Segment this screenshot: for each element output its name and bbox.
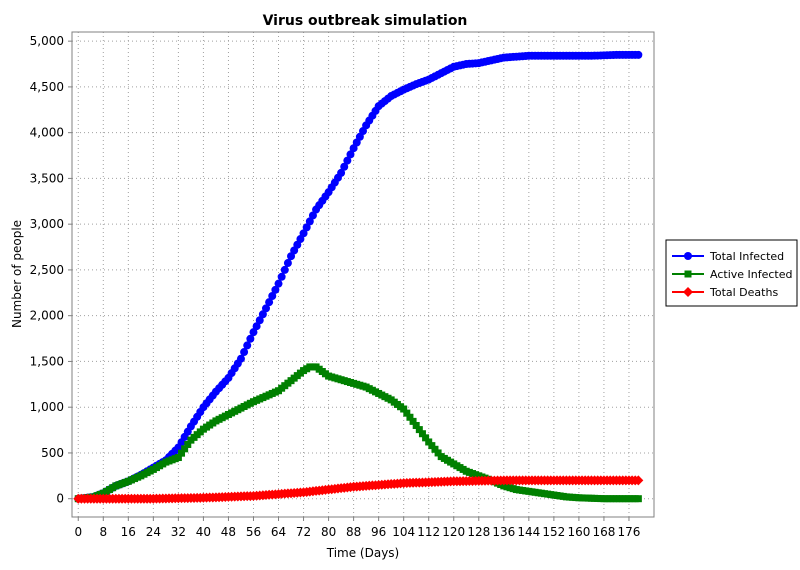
x-tick-label: 168 [592, 525, 615, 539]
x-tick-label: 144 [517, 525, 540, 539]
data-point-active-infected [400, 405, 408, 413]
data-point-total-infected [240, 348, 249, 357]
x-tick-label: 112 [417, 525, 440, 539]
data-point-total-infected [308, 211, 317, 220]
x-tick-label: 160 [567, 525, 590, 539]
data-point-total-infected [634, 50, 643, 59]
x-tick-label: 128 [467, 525, 490, 539]
data-point-total-infected [299, 229, 308, 238]
data-point-total-infected [346, 150, 355, 159]
data-point-active-infected [634, 495, 642, 503]
plot-area-frame [71, 31, 655, 518]
data-point-active-infected [412, 421, 420, 429]
data-point-total-infected [262, 304, 270, 313]
data-point-active-infected [406, 413, 414, 421]
x-tick-label: 56 [246, 525, 261, 539]
data-point-active-infected [403, 409, 411, 417]
series-total-deaths [73, 475, 644, 504]
data-point-total-infected [236, 354, 245, 363]
chart-title: Virus outbreak simulation [263, 13, 468, 29]
data-point-active-infected [425, 438, 433, 446]
data-point-total-infected [305, 217, 314, 226]
x-axis-title: Time (Days) [326, 546, 400, 560]
data-point-active-infected [174, 454, 182, 462]
y-tick-label: 3,500 [30, 171, 64, 185]
data-point-total-infected [274, 279, 283, 288]
legend-label: Total Deaths [709, 286, 778, 299]
y-tick-label: 1,500 [30, 354, 64, 368]
x-tick-label: 88 [346, 525, 361, 539]
y-axis-title: Number of people [10, 220, 24, 328]
data-point-active-infected [418, 430, 426, 438]
data-point-active-infected [181, 445, 189, 453]
x-tick-label: 0 [74, 525, 82, 539]
data-point-total-infected [252, 322, 261, 331]
y-tick-label: 5,000 [30, 34, 64, 48]
y-tick-label: 2,000 [30, 309, 64, 323]
x-tick-label: 104 [392, 525, 415, 539]
x-tick-label: 120 [442, 525, 465, 539]
y-tick-label: 3,000 [30, 217, 64, 231]
x-tick-label: 176 [618, 525, 641, 539]
x-tick-label: 24 [146, 525, 161, 539]
y-tick-label: 4,000 [30, 126, 64, 140]
x-tick-label: 72 [296, 525, 311, 539]
x-tick-label: 136 [492, 525, 515, 539]
data-point-total-infected [246, 334, 255, 343]
data-point-active-infected [415, 426, 423, 434]
x-tick-label: 16 [121, 525, 136, 539]
x-tick-label: 152 [542, 525, 565, 539]
x-tick-label: 80 [321, 525, 336, 539]
data-point-active-infected [434, 449, 442, 457]
x-tick-label: 96 [371, 525, 386, 539]
x-tick-label: 32 [171, 525, 186, 539]
data-point-total-infected [340, 162, 349, 171]
data-point-active-infected [409, 417, 417, 425]
legend-swatch-marker [684, 270, 692, 278]
data-point-total-infected [268, 292, 277, 301]
tick-layer: 0 8 16 24 32 40 48 56 64 72 80 88 96 104 112 120 128 136 1… [30, 34, 641, 539]
legend-item-total-infected: Total Infected [672, 250, 784, 263]
x-tick-label: 40 [196, 525, 211, 539]
data-point-total-infected [280, 265, 289, 274]
legend: Total Infected Active Infected Total Death… [665, 239, 798, 307]
data-point-total-infected [277, 272, 286, 281]
legend-swatch-marker [683, 287, 693, 297]
data-point-total-infected [271, 285, 280, 294]
legend-item-total-deaths: Total Deaths [672, 286, 778, 299]
data-point-total-infected [337, 168, 346, 177]
legend-swatch-marker [684, 252, 692, 260]
data-point-total-infected [243, 341, 252, 350]
y-tick-label: 4,500 [30, 80, 64, 94]
legend-label: Total Infected [709, 250, 784, 263]
legend-item-active-infected: Active Infected [672, 268, 793, 281]
data-point-active-infected [184, 440, 192, 448]
y-tick-label: 500 [41, 446, 64, 460]
data-point-active-infected [428, 442, 436, 450]
data-point-total-deaths [633, 475, 644, 486]
data-point-total-infected [302, 223, 311, 232]
x-tick-label: 8 [99, 525, 107, 539]
data-point-active-infected [422, 434, 430, 442]
data-point-total-infected [343, 156, 352, 165]
data-point-total-infected [258, 310, 267, 319]
data-point-total-infected [249, 328, 258, 337]
x-tick-label: 64 [271, 525, 286, 539]
data-point-total-infected [265, 298, 274, 307]
data-point-total-infected [255, 316, 264, 325]
y-tick-label: 2,500 [30, 263, 64, 277]
legend-label: Active Infected [710, 268, 793, 281]
data-point-total-infected [283, 259, 292, 268]
series-layer [73, 50, 644, 504]
data-point-active-infected [178, 449, 186, 457]
y-tick-label: 0 [56, 492, 64, 506]
data-point-active-infected [431, 445, 439, 453]
y-tick-label: 1,000 [30, 400, 64, 414]
x-tick-label: 48 [221, 525, 236, 539]
